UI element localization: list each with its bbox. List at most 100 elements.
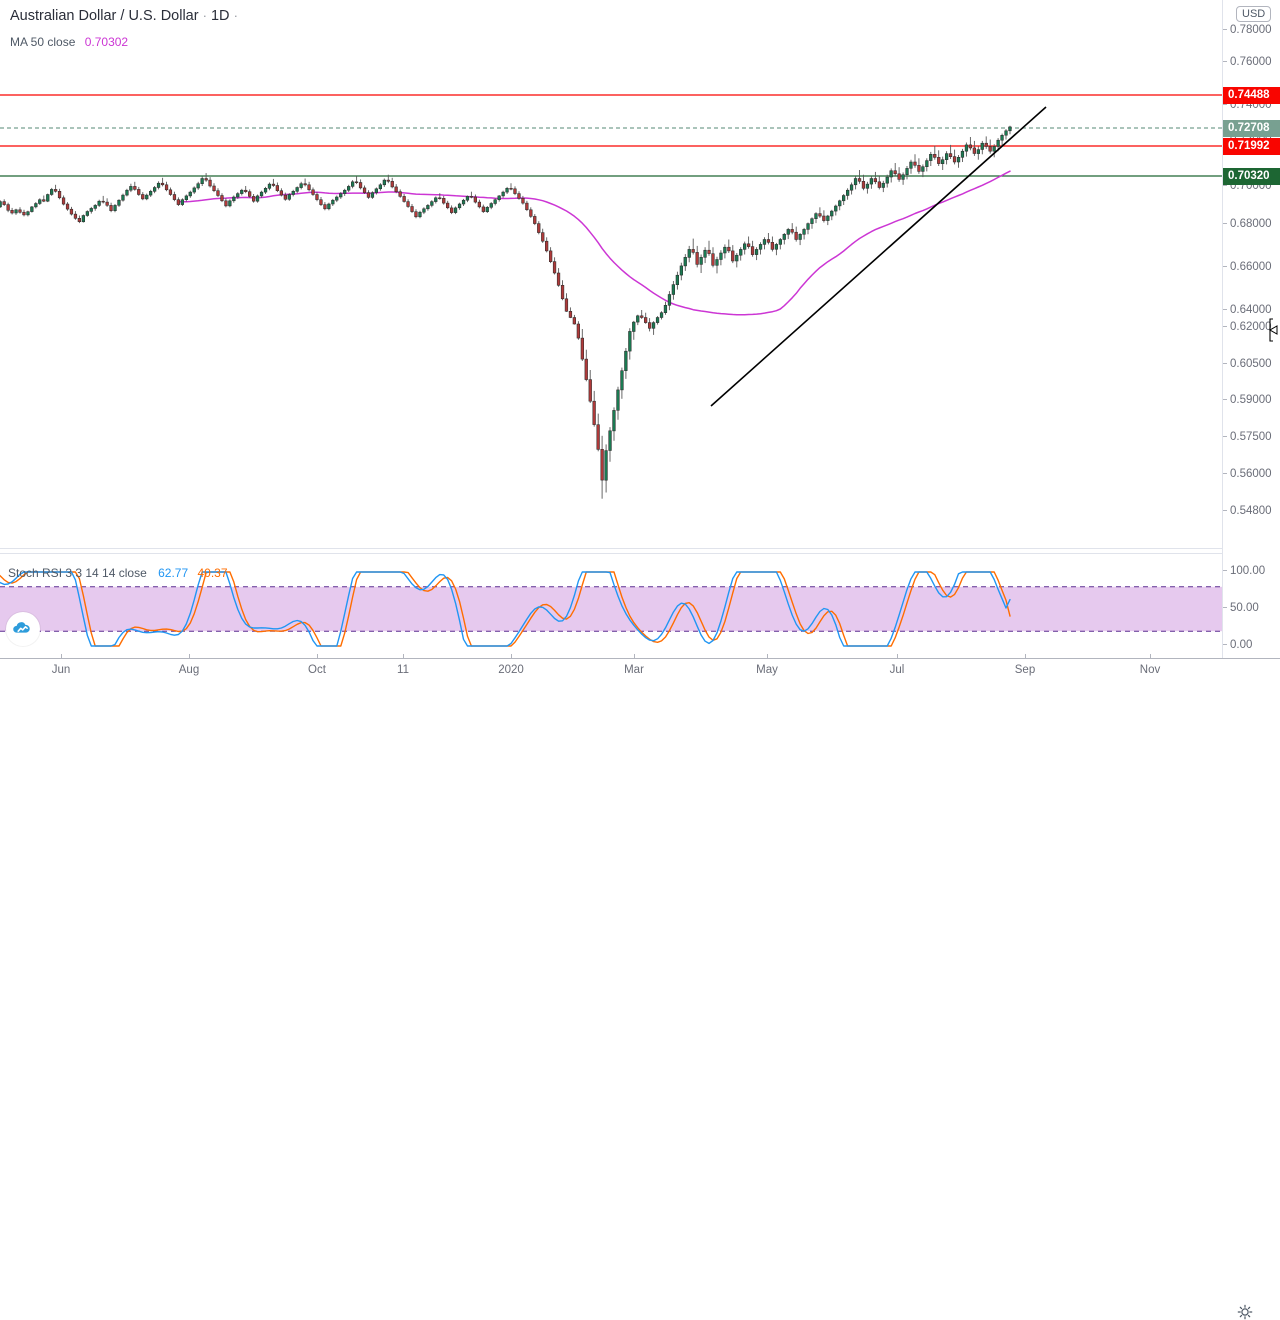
- tradingview-logo-badge[interactable]: [6, 612, 40, 646]
- time-tick-mark: [767, 654, 768, 659]
- candle-body: [632, 321, 636, 332]
- candle-body: [65, 203, 70, 210]
- price-tick: 0.54800: [1223, 504, 1280, 518]
- candle-body: [798, 234, 802, 240]
- candle-body: [493, 199, 497, 204]
- candle-body: [121, 194, 125, 201]
- candle-body: [271, 183, 276, 186]
- stoch-band-fill: [0, 586, 1222, 632]
- candle-body: [212, 185, 216, 191]
- candle-body: [636, 315, 640, 323]
- candle-body: [897, 173, 901, 180]
- candle-body: [667, 294, 672, 306]
- trendline[interactable]: [710, 106, 1047, 407]
- candle-body: [176, 199, 180, 205]
- candle-body: [576, 323, 580, 339]
- candle-body: [232, 196, 236, 202]
- candle-body: [141, 194, 145, 200]
- candle-body: [1000, 135, 1004, 141]
- time-label: Aug: [178, 664, 200, 676]
- gear-icon[interactable]: [1237, 1304, 1253, 1320]
- candle-body: [774, 244, 778, 250]
- time-label: 11: [397, 664, 409, 676]
- price-tick: 0.62000: [1223, 320, 1280, 334]
- candlestick-series[interactable]: [0, 125, 1012, 499]
- price-tag[interactable]: 0.74488: [1223, 87, 1280, 104]
- candle-body: [505, 188, 509, 193]
- candle-body: [347, 186, 351, 191]
- candle-body: [501, 191, 505, 197]
- candle-body: [937, 157, 941, 164]
- candle-body: [422, 208, 426, 213]
- candle-body: [184, 195, 188, 200]
- time-scale[interactable]: Jun Aug Oct 11 2020 Mar May Jul Sep Nov: [0, 654, 1280, 1320]
- candle-body: [402, 196, 406, 202]
- candle-body: [873, 178, 877, 183]
- candle-body: [644, 317, 648, 323]
- candle-body: [469, 196, 474, 198]
- candle-body: [101, 200, 105, 203]
- price-chart-pane[interactable]: [0, 0, 1222, 548]
- candle-body: [984, 142, 988, 147]
- price-tag[interactable]: 0.71992: [1223, 138, 1280, 155]
- candle-body: [489, 203, 493, 208]
- candle-body: [149, 191, 153, 196]
- candle-body: [382, 179, 386, 186]
- candle-body: [69, 208, 74, 215]
- ma-50-line[interactable]: [177, 170, 1011, 316]
- candle-body: [164, 184, 169, 191]
- candle-body: [374, 188, 378, 193]
- candle-body: [442, 198, 446, 204]
- candle-body: [303, 183, 307, 186]
- candle-body: [648, 322, 652, 329]
- candle-body: [220, 195, 224, 202]
- candle-body: [327, 203, 331, 210]
- candle-body: [556, 272, 561, 286]
- candle-body: [588, 379, 592, 402]
- indicator-tick: 50.00: [1223, 601, 1280, 615]
- candle-body: [758, 244, 763, 250]
- candle-body: [869, 178, 873, 185]
- price-tag[interactable]: 0.72708: [1223, 120, 1280, 137]
- candle-body: [153, 187, 157, 192]
- stoch-rsi-canvas[interactable]: [0, 554, 1222, 659]
- stoch-rsi-k-line[interactable]: [0, 571, 1011, 647]
- candle-body: [461, 199, 466, 205]
- candle-body: [592, 400, 596, 425]
- candle-body: [180, 199, 184, 205]
- candle-body: [414, 211, 418, 218]
- candle-body: [675, 274, 679, 285]
- currency-badge[interactable]: USD: [1236, 6, 1272, 22]
- price-tick: 0.64000: [1223, 303, 1280, 317]
- stoch-rsi-pane[interactable]: [0, 553, 1222, 659]
- candle-body: [1004, 130, 1008, 136]
- candle-body: [762, 239, 767, 245]
- time-tick-mark: [403, 654, 404, 659]
- candle-body: [117, 199, 121, 206]
- candle-body: [945, 153, 949, 160]
- candle-body: [446, 202, 450, 209]
- candle-body: [30, 206, 34, 212]
- price-chart-canvas[interactable]: [0, 0, 1222, 548]
- time-tick-mark: [511, 654, 512, 659]
- candle-body: [881, 182, 885, 188]
- candle-body: [731, 250, 735, 262]
- candle-body: [624, 350, 628, 371]
- candle-body: [295, 187, 299, 192]
- indicator-tick: 0.00: [1223, 638, 1280, 652]
- price-tag[interactable]: 0.70320: [1223, 168, 1280, 185]
- candle-body: [909, 161, 913, 169]
- candle-body: [1008, 126, 1012, 132]
- time-label: Oct: [308, 664, 326, 676]
- candle-body: [537, 223, 541, 233]
- candle-body: [358, 182, 363, 189]
- candle-body: [129, 186, 133, 191]
- candle-body: [61, 197, 66, 205]
- candle-body: [125, 189, 129, 196]
- candle-body: [608, 430, 612, 451]
- candle-body: [283, 194, 287, 200]
- candle-body: [719, 252, 723, 260]
- candle-body: [889, 170, 893, 178]
- candle-body: [826, 215, 830, 221]
